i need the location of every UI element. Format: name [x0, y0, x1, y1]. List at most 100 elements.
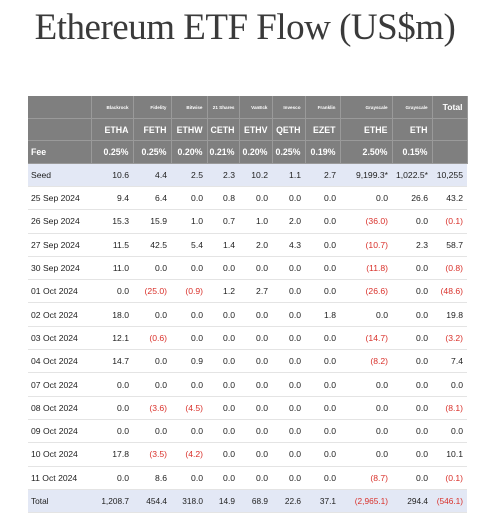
table-cell: 42.5	[133, 233, 171, 257]
issuer-header: Fidelity	[133, 96, 172, 119]
table-cell: (2,965.1)	[340, 489, 392, 513]
table-cell: 0.0	[239, 372, 272, 397]
table-cell: 0.0	[432, 372, 467, 397]
table-cell: 9,199.3*	[340, 163, 392, 187]
table-cell: (8.7)	[340, 466, 392, 490]
table-cell: 0.0	[239, 302, 272, 327]
table-cell: 0.0	[91, 396, 133, 420]
table-cell: 0.0	[133, 256, 171, 281]
table-row: 10 Oct 2024 17.8 (3.5) (4.2) 0.0 0.0 0.0 0.0 0.0…	[28, 442, 467, 467]
table-cell: 0.0	[272, 326, 305, 351]
table-cell: 0.0	[207, 466, 239, 490]
corner-cell	[28, 96, 92, 119]
row-date: 27 Sep 2024	[28, 233, 91, 257]
table-cell: 10.6	[91, 163, 133, 187]
table-cell: 0.0	[171, 372, 207, 397]
table-cell: 0.0	[91, 419, 133, 444]
row-date: 09 Oct 2024	[28, 419, 91, 444]
fee-cell: 0.15%	[392, 140, 433, 164]
table-cell: (546.1)	[432, 489, 467, 513]
table-cell: 0.0	[340, 419, 392, 444]
table-cell: 0.0	[305, 349, 340, 374]
table-cell: 0.0	[133, 302, 171, 327]
table-cell: 0.0	[272, 442, 305, 467]
table-cell: 4.3	[272, 233, 305, 257]
ticker-header: ETHE	[340, 118, 393, 141]
table-cell: (26.6)	[340, 279, 392, 304]
table-cell: 37.1	[305, 489, 340, 513]
table-cell: 0.0	[340, 372, 392, 397]
table-cell: 0.0	[392, 419, 432, 444]
table-cell: 0.0	[171, 466, 207, 490]
table-cell: (4.5)	[171, 396, 207, 420]
table-cell: 14.9	[207, 489, 239, 513]
table-cell: (8.1)	[432, 396, 467, 420]
row-label: Total	[28, 489, 91, 513]
issuer-header: Blackrock	[91, 96, 134, 119]
table-cell: 0.0	[392, 372, 432, 397]
table-cell: 0.0	[239, 256, 272, 281]
table-cell: 2.7	[305, 163, 340, 187]
row-date: 25 Sep 2024	[28, 186, 91, 211]
table-cell: 0.0	[207, 372, 239, 397]
table-cell: 1.2	[207, 279, 239, 304]
fee-cell: 0.25%	[91, 140, 134, 164]
table-cell: 1.8	[305, 302, 340, 327]
table-cell: 0.0	[272, 186, 305, 211]
table-cell: 0.0	[305, 186, 340, 211]
table-cell: 0.0	[239, 186, 272, 211]
table-cell: 15.3	[91, 209, 133, 234]
table-cell: (3.5)	[133, 442, 171, 467]
fee-label: Fee	[28, 140, 92, 164]
table-cell: 0.0	[340, 396, 392, 420]
table-cell: 0.0	[239, 326, 272, 351]
fee-row: Fee 0.25% 0.25% 0.20% 0.21% 0.20% 0.25% …	[28, 140, 468, 164]
table-cell: 0.0	[133, 419, 171, 444]
row-label: Seed	[28, 163, 91, 187]
row-date: 08 Oct 2024	[28, 396, 91, 420]
table-row: 26 Sep 2024 15.3 15.9 1.0 0.7 1.0 2.0 0.0 (36.0)…	[28, 209, 467, 234]
row-date: 03 Oct 2024	[28, 326, 91, 351]
issuer-header: 21 Shares	[207, 96, 240, 119]
table-cell: 0.0	[305, 466, 340, 490]
table-cell: (0.9)	[171, 279, 207, 304]
table-cell: (0.1)	[432, 466, 467, 490]
ticker-total-cell	[432, 118, 468, 141]
table-cell: 0.0	[305, 256, 340, 281]
table-cell: 2.7	[239, 279, 272, 304]
table-cell: 22.6	[272, 489, 305, 513]
table-cell: 0.0	[305, 209, 340, 234]
fee-cell: 0.20%	[171, 140, 208, 164]
issuer-header: Bitwise	[171, 96, 208, 119]
table-cell: 14.7	[91, 349, 133, 374]
table-cell: 0.0	[392, 442, 432, 467]
ticker-header: ETH	[392, 118, 433, 141]
row-date: 07 Oct 2024	[28, 372, 91, 397]
table-cell: 10,255	[432, 163, 467, 187]
table-cell: 18.0	[91, 302, 133, 327]
table-cell: (14.7)	[340, 326, 392, 351]
table-cell: 2.3	[207, 163, 239, 187]
table-cell: 0.0	[239, 349, 272, 374]
ticker-header: CETH	[207, 118, 240, 141]
total-row: Total 1,208.7 454.4 318.0 14.9 68.9 22.6…	[28, 489, 467, 513]
table-cell: 0.0	[171, 256, 207, 281]
table-cell: 0.0	[239, 396, 272, 420]
table-row: 01 Oct 2024 0.0 (25.0) (0.9) 1.2 2.7 0.0 0.0 (26…	[28, 279, 467, 304]
table-cell: 10.1	[432, 442, 467, 467]
table-cell: (3.6)	[133, 396, 171, 420]
table-cell: 15.9	[133, 209, 171, 234]
table-row: 03 Oct 2024 12.1 (0.6) 0.0 0.0 0.0 0.0 0.0 (14.7…	[28, 326, 467, 351]
table-cell: 0.0	[392, 466, 432, 490]
row-date: 01 Oct 2024	[28, 279, 91, 304]
table-cell: 2.0	[239, 233, 272, 257]
table-row: 02 Oct 2024 18.0 0.0 0.0 0.0 0.0 0.0 1.8 0.0 0.0 1…	[28, 302, 467, 327]
table-cell: 0.0	[392, 326, 432, 351]
table-cell: 6.4	[133, 186, 171, 211]
table-cell: 26.6	[392, 186, 432, 211]
table-cell: 19.8	[432, 302, 467, 327]
row-date: 30 Sep 2024	[28, 256, 91, 281]
ticker-header: ETHW	[171, 118, 208, 141]
issuer-header: Grayscale	[340, 96, 393, 119]
table-cell: 0.0	[305, 419, 340, 444]
